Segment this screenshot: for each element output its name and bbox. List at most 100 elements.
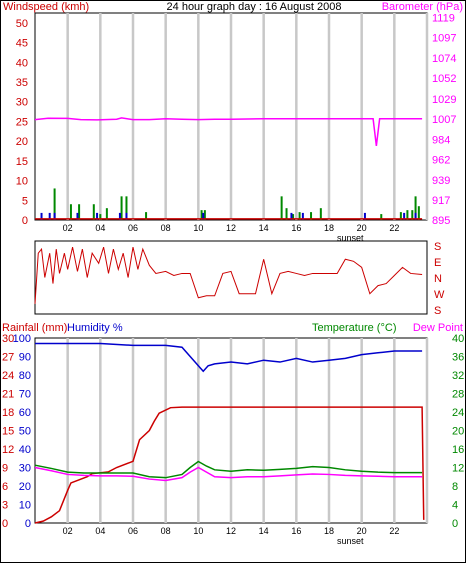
barometer-tick-label: 1007 [432, 114, 456, 126]
humidity-tick-label: 10 [19, 500, 31, 512]
wind-gust-bar [53, 188, 56, 220]
barometer-line [34, 117, 423, 146]
windspeed-tick-label: 40 [16, 57, 28, 69]
wind-gust-bar [145, 212, 148, 220]
wind-gust-bar [203, 210, 206, 220]
wind-gust-bar [92, 204, 95, 220]
temperature-axis-label: Temperature (°C) [312, 322, 396, 334]
top-sunset-marker: sunset [337, 233, 364, 243]
wind-gust-bar [417, 206, 420, 220]
bottom-x-tick-label: 04 [95, 526, 105, 536]
rainfall-tick-label: 21 [2, 389, 14, 401]
wind-gust-bar [414, 196, 417, 220]
direction-tick-label: N [434, 273, 442, 285]
bottom-x-tick-label: 16 [291, 526, 301, 536]
humidity-tick-label: 60 [19, 407, 31, 419]
dewpoint-line [34, 466, 423, 482]
windspeed-tick-label: 30 [16, 97, 28, 109]
wind-gust-bar [125, 196, 128, 220]
temperature-line [34, 460, 423, 479]
temperature-tick-label: 28 [452, 389, 464, 401]
windspeed-axis-label: Windspeed (kmh) [3, 1, 89, 13]
wind-gust-bar [105, 208, 108, 220]
barometer-tick-label: 1029 [432, 94, 456, 106]
temperature-tick-label: 32 [452, 370, 464, 382]
temperature-tick-label: 40 [452, 333, 464, 345]
humidity-tick-label: 90 [19, 352, 31, 364]
wind-gust-bar [310, 212, 313, 220]
wind-gust-bar [78, 204, 81, 220]
top-x-tick-label: 02 [63, 223, 73, 233]
bottom-x-tick-label: 14 [259, 526, 269, 536]
wind-average-bar [76, 212, 79, 220]
wind-average-bar [40, 212, 43, 220]
humidity-tick-label: 40 [19, 444, 31, 456]
bottom-x-tick-label: 08 [161, 526, 171, 536]
rainfall-line [34, 406, 425, 524]
wind-gust-bar [319, 208, 322, 220]
barometer-tick-label: 895 [432, 215, 450, 227]
wind-average-bar [125, 212, 128, 220]
windspeed-tick-label: 50 [16, 18, 28, 30]
wind-average-bar [290, 212, 293, 220]
humidity-tick-label: 0 [25, 518, 31, 530]
bottom-sunset-marker: sunset [337, 536, 364, 546]
top-x-tick-label: 08 [161, 223, 171, 233]
wind-gust-bar [399, 212, 402, 220]
rain-humidity-temperature-panel: 0369121518212427300102030405060708090100… [2, 333, 464, 546]
humidity-tick-label: 70 [19, 389, 31, 401]
wind-average-bar [48, 212, 51, 220]
barometer-tick-label: 1119 [432, 13, 455, 25]
humidity-tick-label: 20 [19, 481, 31, 493]
direction-tick-label: E [434, 257, 441, 269]
barometer-tick-label: 1074 [432, 53, 456, 65]
direction-plot-area [34, 240, 428, 315]
wind-gust-bar [292, 214, 295, 220]
humidity-axis-label: Humidity % [67, 322, 123, 334]
rainfall-tick-label: 3 [2, 500, 8, 512]
wind-gust-bar [380, 214, 383, 220]
wind-gust-bar [99, 214, 102, 220]
barometer-tick-label: 1097 [432, 32, 456, 44]
temperature-tick-label: 16 [452, 444, 464, 456]
windspeed-tick-label: 0 [22, 215, 28, 227]
windspeed-tick-label: 45 [16, 38, 28, 50]
barometer-tick-label: 984 [432, 135, 450, 147]
rainfall-tick-label: 0 [2, 518, 8, 530]
bottom-x-tick-label: 06 [128, 526, 138, 536]
rainfall-tick-label: 27 [2, 352, 14, 364]
wind-average-bar [118, 212, 121, 220]
direction-tick-label: W [434, 289, 445, 301]
direction-tick-label: S [434, 305, 441, 317]
temperature-tick-label: 4 [452, 500, 458, 512]
direction-tick-label: S [434, 241, 441, 253]
top-x-tick-label: 12 [226, 223, 236, 233]
wind-average-bar [301, 212, 304, 220]
bottom-x-tick-label: 12 [226, 526, 236, 536]
wind-gust-bar [411, 210, 414, 220]
temperature-tick-label: 8 [452, 481, 458, 493]
humidity-tick-label: 50 [19, 426, 31, 438]
windspeed-tick-label: 5 [22, 195, 28, 207]
windspeed-tick-label: 25 [16, 116, 28, 128]
barometer-tick-label: 1052 [432, 73, 456, 85]
wind-average-bar [53, 212, 56, 220]
wind-gust-bar [120, 196, 123, 220]
top-x-tick-label: 20 [357, 223, 367, 233]
wind-gust-bar [285, 208, 288, 220]
windspeed-tick-label: 15 [16, 156, 28, 168]
top-x-tick-label: 16 [291, 223, 301, 233]
temperature-tick-label: 12 [452, 463, 464, 475]
windspeed-tick-label: 35 [16, 77, 28, 89]
wind-direction-line [34, 246, 423, 304]
barometer-tick-label: 962 [432, 154, 450, 166]
bottom-x-tick-label: 22 [389, 526, 399, 536]
top-x-tick-label: 14 [259, 223, 269, 233]
wind-gust-bar [280, 196, 283, 220]
wind-gust-bar [69, 204, 72, 220]
chart-title: 24 hour graph day : 16 August 2008 [167, 1, 342, 13]
